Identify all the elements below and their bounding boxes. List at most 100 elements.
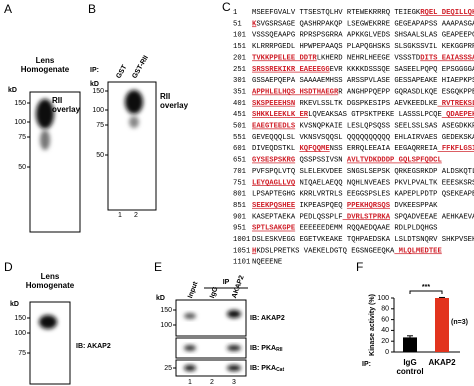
sequence-line: 401 SKSPEEEHSN RKEVLSSLTK DGSPKESIPS AEVK… [233,100,474,108]
residue-number: 901 [233,213,246,221]
sequence-line: 701 PVFSPQLVTQ SLELEKVDEE SNGSLSEPSK QRKE… [233,168,474,176]
residue-number: 101 [233,32,246,40]
residue-number: 51 [233,20,242,28]
residue-number: 251 [233,66,246,74]
residue-number: 1101 [233,259,250,267]
sequence-line: 451 SHKKLEEKLK ERLQVEAKSAS GTPSKTPEKE LAS… [233,111,474,119]
residue-number: 351 [233,88,246,96]
sequence-segment: KVSNQPKAIE LESLQPSQSS SEELSSLSAS ASEGDKK… [295,122,474,130]
x-tick-label: IgG control [396,358,424,376]
lane-number: 1 [118,212,122,219]
sequence-line: 1101 NQEEENE [233,259,282,267]
sequence-line: 601 DIVEQDSTKL KQFQQMENSS ERRQLEEAIA EEGA… [233,145,474,153]
highlighted-peptide: DITS EAIASSSADM [420,54,474,62]
panel-title-box: Lens Homogenate [20,56,70,74]
residue-number: 751 [233,179,246,187]
sequence-segment: QSSPSSIVSN [295,156,347,164]
residue-number: 851 [233,202,246,210]
highlighted-peptide: QDAEPEKKAV [442,111,474,119]
highlighted-peptide: EAEGTEEDLS [252,122,296,130]
y-tick-label: 0 [385,349,389,356]
sequence-segment: LKHERD NEHRLHEEGE VSSSTD [317,54,421,62]
sequence-line: 251 SRSSREKIKR EAEEEGGEVR KKKKDSSSQE SASE… [233,66,474,74]
ip-label: IP: [90,67,99,74]
highlighted-peptide: FFKFLGSINS [438,145,474,153]
lane-number: 2 [134,212,138,219]
highlighted-peptide: SEEKPQSHEE [252,202,296,210]
blot-label-text: IB: AKAP2 [250,315,285,322]
sequence-line: 951 SPTLSAKGPE EEEEEEDEMM RQQAEDQAAE RDLP… [233,225,437,233]
sequence-line: 151 KLRRRPGEDL HPWPEPAAQS PLAPQGHSKS SLSG… [233,43,474,51]
blot-label-box: RII overlay [52,96,81,114]
panel-title: Lens Homogenate [20,56,70,74]
sequence-segment: SVGSRSAGE QASHRPAKQP LSEGWEKRRE GEGEAPAP… [256,20,474,28]
kd-marker: 150 [14,315,26,322]
band [39,315,57,329]
lane-label: GST-RII [131,54,150,79]
panel-letter: A [4,2,12,16]
residue-number: 1 [233,9,237,17]
band [129,116,139,128]
residue-number: 701 [233,168,246,176]
highlighted-peptide: KQFQQME [299,145,330,153]
band [184,365,196,371]
sequence-line: 201 TVKKPPELEE DDTRLKHERD NEHRLHEEGE VSSS… [233,54,474,62]
band [36,99,54,129]
highlighted-peptide: GYSESPSKRG [252,156,295,164]
sequence-line: 751 LEYQAGLLVQ NIQAELAEQQ NQHLNVEAES PKVL… [233,179,474,187]
band [227,365,241,371]
blot-label-box: RII overlay [160,92,188,110]
sequence-segment: KLRRRPGEDL HPWPEPAAQS PLAPQGHSKS SLSGKSS… [252,43,474,51]
y-tick-label: 100 [377,295,389,302]
lane-label: Input [187,280,200,299]
lane-number: 1 [188,379,192,386]
sequence-segment: EVR KKKKDSSSQE SASEELPQPQ EPSGGGGAAP [330,66,474,74]
y-tick-label: 60 [381,316,389,323]
sequence-segment: DVKEESPPAK [390,202,438,210]
sequence-segment: IKPEASPQEQ [295,202,347,210]
sequence-segment: KASEPTAEKA PEDLQSSPLF [252,213,343,221]
y-tick-label: 40 [381,327,389,334]
panel-title-box: Lens Homogenate [25,272,75,290]
bar [403,337,417,352]
kd-marker: 100 [160,322,172,329]
highlighted-peptide: SRSSREKIKR EAEEEGG [252,66,330,74]
highlighted-peptide: DVRLSTPRKA [343,213,391,221]
band [184,345,196,351]
sequence-line: 351 APPHLELHQS HSDTHAEGRR ANGHPPQEPP GQRA… [233,88,474,96]
significance-bracket [409,290,443,294]
panel-letter: D [4,260,13,274]
sequence-line: 501 EAEGTEEDLS KVSNQPKAIE LESLQPSQSS SEEL… [233,122,474,130]
lane-number: 2 [210,379,214,386]
lane-label: GST [115,63,129,80]
kd-label: kD [10,301,19,308]
blot-label: RII overlay [52,96,81,114]
sequence-line: 1001 DSLESKVEGG EGETVKEAKE TQHPAEDSKA LSL… [233,236,474,244]
kd-marker: 75 [96,122,104,129]
sequence-segment: PVFSPQLVTQ SLELEKVDEE SNGSLSEPSK QRKEGSR… [252,168,474,176]
sequence-line: 651 GYSESPSKRG QSSPSSIVSN AVLTVDKDDDP GQL… [233,156,442,164]
highlighted-peptide: SHKKLEEKLK ER [252,111,309,119]
sequence-segment: LQVEAKSAS GTPSKTPEKE LASSSLPCQE [308,111,442,119]
residue-number: 801 [233,191,246,199]
band [227,310,241,318]
kd-marker: 25 [164,365,172,372]
residue-number: 151 [233,43,246,51]
sequence-segment: R ANGHPPQEPP GQRASDLKQE ESGQKPPEAL [338,88,474,96]
kd-marker: 100 [92,107,104,114]
band [184,313,196,319]
highlighted-peptide: RQEL DEQILLQHEE [420,9,474,17]
sequence-line: 1 MSEEFGVALV TTSESTQLHV RTEWEKRRRQ TEIEGK… [233,9,474,17]
panel-title: Lens Homogenate [25,272,75,290]
residue-number: 1051 [233,247,250,255]
lane-number: 3 [232,379,236,386]
bar [435,298,449,352]
sequence-segment: VSSSQEAAPG RPRSPSGRRA APKKGLVEDS SHSAALS… [252,32,474,40]
blot-frame [29,301,71,385]
sequence-segment: DSLESKVEGG EGETVKEAKE TQHPAEDSKA LSLDTSN… [252,236,474,244]
residue-number: 501 [233,122,246,130]
kd-label: kD [156,295,165,302]
lane-label: IgG [209,285,220,299]
x-tick-label-box: IgG control [396,358,424,376]
